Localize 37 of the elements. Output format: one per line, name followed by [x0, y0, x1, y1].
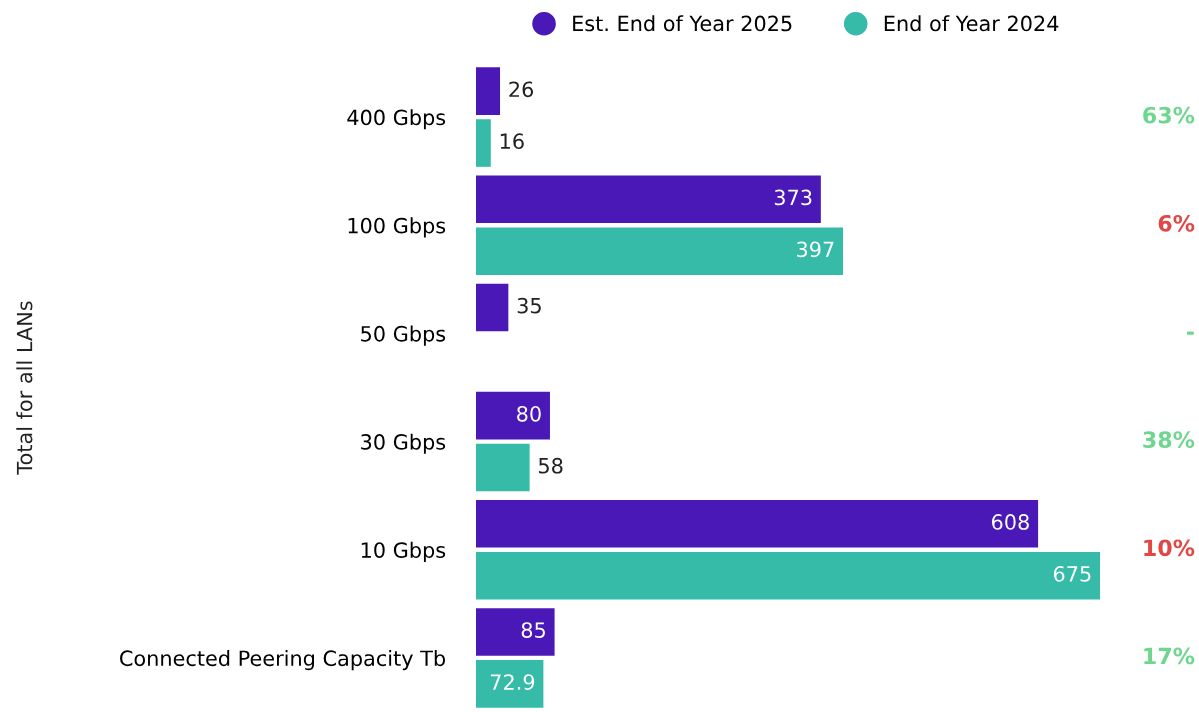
y-tick-label: 100 Gbps — [348, 217, 446, 238]
data-label: 397 — [797, 241, 834, 258]
bar — [476, 608, 555, 656]
bar — [476, 283, 509, 332]
text: 6% — [1158, 214, 1195, 232]
data-label: 26 — [509, 81, 534, 98]
y-tick-label: 10 Gbps — [361, 541, 446, 562]
bar — [476, 551, 1101, 600]
text: 10% — [1144, 539, 1195, 557]
bar — [476, 443, 530, 492]
data-label: 373 — [774, 189, 812, 206]
y-tick-label: 400 Gbps — [347, 109, 446, 130]
bar — [476, 391, 550, 440]
y-tick-label: 50 Gbps — [361, 325, 446, 346]
text: 38% — [1143, 431, 1195, 449]
bar — [476, 175, 821, 224]
data-label: 675 — [1053, 566, 1091, 582]
bar — [476, 499, 1039, 548]
bar — [476, 660, 544, 708]
bar — [476, 67, 501, 115]
legend-label: Est. End of Year 2025 — [573, 15, 792, 32]
bar — [476, 119, 491, 167]
data-label: 16 — [500, 133, 524, 150]
bar — [476, 227, 844, 276]
y-tick-label: Connected Peering Capacity Tb — [120, 650, 445, 671]
data-label: 85 — [521, 622, 545, 638]
data-label: 80 — [517, 405, 541, 422]
data-label: 608 — [992, 514, 1029, 530]
data-label: 35 — [517, 297, 541, 314]
text: 17% — [1144, 647, 1195, 665]
text: 63% — [1143, 106, 1195, 124]
legend-label: End of Year 2024 — [884, 15, 1059, 32]
data-label: 58 — [539, 457, 563, 474]
data-label: 72.9 — [490, 674, 535, 690]
y-axis-title: Total for all LANs — [16, 301, 33, 475]
y-tick-label: 30 Gbps — [361, 433, 446, 454]
text: - — [1186, 331, 1194, 335]
